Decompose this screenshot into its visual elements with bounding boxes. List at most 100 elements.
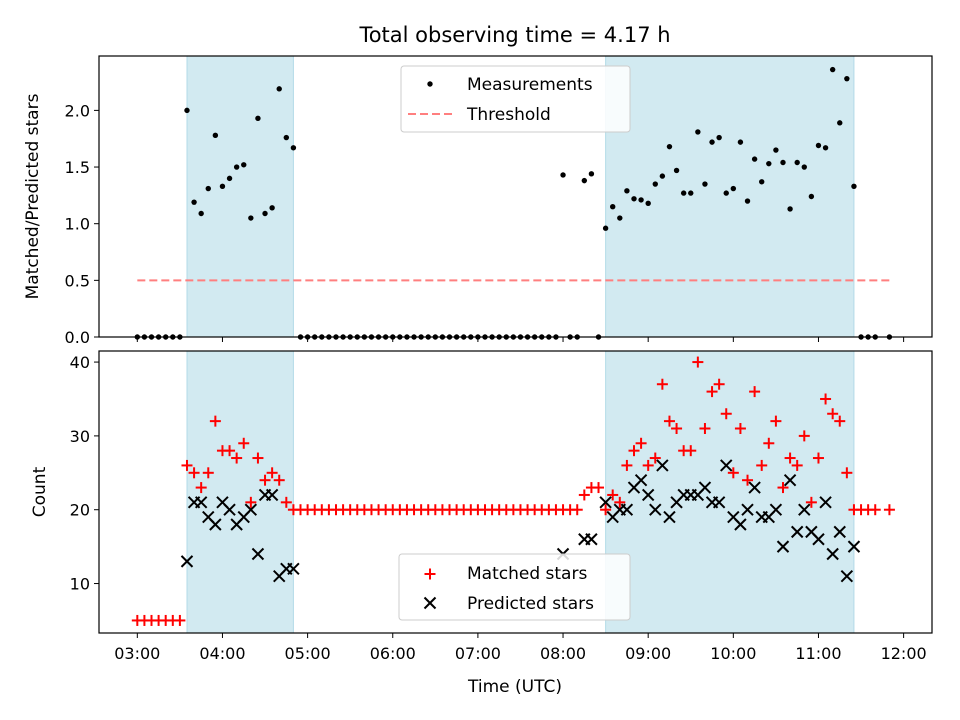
predicted-star-marker-b xyxy=(769,503,783,516)
measurement-point xyxy=(617,215,623,221)
measurement-point xyxy=(829,66,836,73)
matched-star-marker xyxy=(571,504,583,516)
matched-star-marker xyxy=(273,474,285,486)
measurement-point xyxy=(702,181,708,187)
legend-predicted-label: Predicted stars xyxy=(467,594,594,614)
predicted-star-marker xyxy=(251,547,265,561)
x-axis-label: Time (UTC) xyxy=(467,677,562,697)
predicted-star-marker xyxy=(798,503,811,516)
measurement-point xyxy=(673,167,680,174)
legend-threshold-label: Threshold xyxy=(466,105,551,125)
matched-star-marker xyxy=(266,467,278,479)
measurement-point xyxy=(851,183,857,190)
matched-star-marker xyxy=(699,423,711,435)
bottom-shaded-interval xyxy=(605,350,855,634)
matched-star-marker xyxy=(798,430,810,442)
predicted-star-marker-b xyxy=(734,518,747,531)
predicted-star-marker-b xyxy=(209,518,222,531)
measurement-point xyxy=(191,199,197,205)
measurement-point xyxy=(631,196,637,202)
legend-measurements-swatch xyxy=(427,81,433,87)
matched-star-marker xyxy=(749,386,761,398)
bottom-y-axis-label: Count xyxy=(30,466,50,517)
top-y-tick-label: 1.5 xyxy=(65,158,90,177)
predicted-star-marker-b xyxy=(840,569,854,583)
predicted-star-marker-b xyxy=(748,481,761,494)
predicted-star-marker-b xyxy=(202,510,215,524)
predicted-star-marker-b xyxy=(826,547,839,561)
matched-star-marker xyxy=(784,452,796,464)
matched-star-marker xyxy=(202,467,214,479)
measurement-point xyxy=(723,190,729,196)
measurement-point xyxy=(276,86,282,92)
measurement-point xyxy=(624,188,630,194)
bottom-shaded-interval xyxy=(186,350,294,634)
measurement-point xyxy=(241,162,247,168)
matched-star-marker xyxy=(742,474,754,486)
measurement-point xyxy=(773,147,779,153)
x-tick-label: 11:00 xyxy=(795,644,841,663)
matched-star-marker xyxy=(869,504,881,516)
matched-star-marker xyxy=(224,445,236,457)
predicted-star-marker xyxy=(641,488,655,502)
predicted-star-marker xyxy=(194,496,208,509)
measurement-point xyxy=(638,197,644,203)
measurement-point xyxy=(780,159,786,166)
matched-star-marker xyxy=(734,423,746,435)
bottom-axes-frame xyxy=(98,350,933,634)
predicted-star-marker-b xyxy=(805,525,818,539)
matched-star-marker xyxy=(259,474,271,486)
measurement-point xyxy=(645,200,651,206)
matched-star-marker xyxy=(713,378,725,390)
matched-star-marker xyxy=(663,415,675,427)
measurement-point xyxy=(787,206,793,212)
x-tick-label: 08:00 xyxy=(540,644,586,663)
predicted-star-marker xyxy=(783,473,797,487)
measurement-point xyxy=(794,159,800,166)
matched-star-marker xyxy=(763,437,775,449)
predicted-star-marker xyxy=(244,503,258,516)
top-y-tick-label: 0.0 xyxy=(65,328,90,347)
predicted-star-marker xyxy=(634,473,648,487)
predicted-star-marker xyxy=(776,540,790,553)
predicted-star-marker xyxy=(840,569,854,583)
measurement-point xyxy=(262,210,268,217)
predicted-star-marker xyxy=(180,555,194,568)
predicted-star-marker xyxy=(656,459,669,472)
x-tick-label: 03:00 xyxy=(114,644,160,663)
matched-star-marker xyxy=(252,452,264,464)
measurement-point xyxy=(666,143,673,150)
predicted-star-marker-b xyxy=(833,525,846,539)
matched-star-marker xyxy=(593,482,605,494)
matched-star-marker xyxy=(692,356,704,368)
predicted-star-marker-b xyxy=(727,510,740,524)
measurement-point xyxy=(822,145,829,151)
predicted-star-marker xyxy=(209,518,222,531)
measurement-point xyxy=(233,164,240,170)
matched-star-marker xyxy=(280,496,292,508)
legend-matched-label: Matched stars xyxy=(467,564,587,584)
predicted-star-marker-b xyxy=(656,459,669,472)
matched-star-marker xyxy=(174,614,186,626)
predicted-star-marker-b xyxy=(712,496,726,509)
measurement-point xyxy=(212,132,219,139)
measurement-point xyxy=(184,107,190,114)
matched-star-marker xyxy=(181,459,193,471)
predicted-star-marker-b xyxy=(641,488,655,502)
measurement-point xyxy=(688,190,694,196)
predicted-star-marker xyxy=(819,496,832,509)
measurement-point xyxy=(290,145,297,151)
measurement-point xyxy=(759,179,765,185)
predicted-star-marker-b xyxy=(244,503,258,516)
predicted-star-marker xyxy=(663,510,676,524)
predicted-star-marker xyxy=(698,481,712,494)
legend-measurements-label: Measurements xyxy=(467,75,593,95)
chart-title: Total observing time = 4.17 h xyxy=(358,23,670,47)
measurement-point xyxy=(837,120,843,126)
predicted-star-marker-b xyxy=(620,503,634,516)
measurement-point xyxy=(226,175,233,182)
bottom-legend-box xyxy=(398,553,631,621)
predicted-star-marker-b xyxy=(649,503,662,516)
bottom-y-tick-label: 40 xyxy=(70,353,90,372)
